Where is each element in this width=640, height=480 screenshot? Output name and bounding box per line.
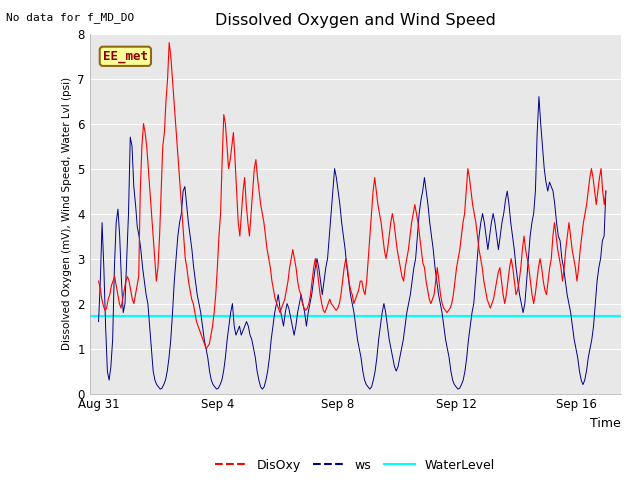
Text: No data for f_MD_DO: No data for f_MD_DO (6, 12, 134, 23)
Y-axis label: Dissolved Oxygen (mV), Wind Speed, Water Lvl (psi): Dissolved Oxygen (mV), Wind Speed, Water… (61, 77, 72, 350)
Title: Dissolved Oxygen and Wind Speed: Dissolved Oxygen and Wind Speed (215, 13, 495, 28)
Text: EE_met: EE_met (103, 50, 148, 63)
X-axis label: Time: Time (590, 417, 621, 430)
Legend: DisOxy, ws, WaterLevel: DisOxy, ws, WaterLevel (210, 454, 500, 477)
